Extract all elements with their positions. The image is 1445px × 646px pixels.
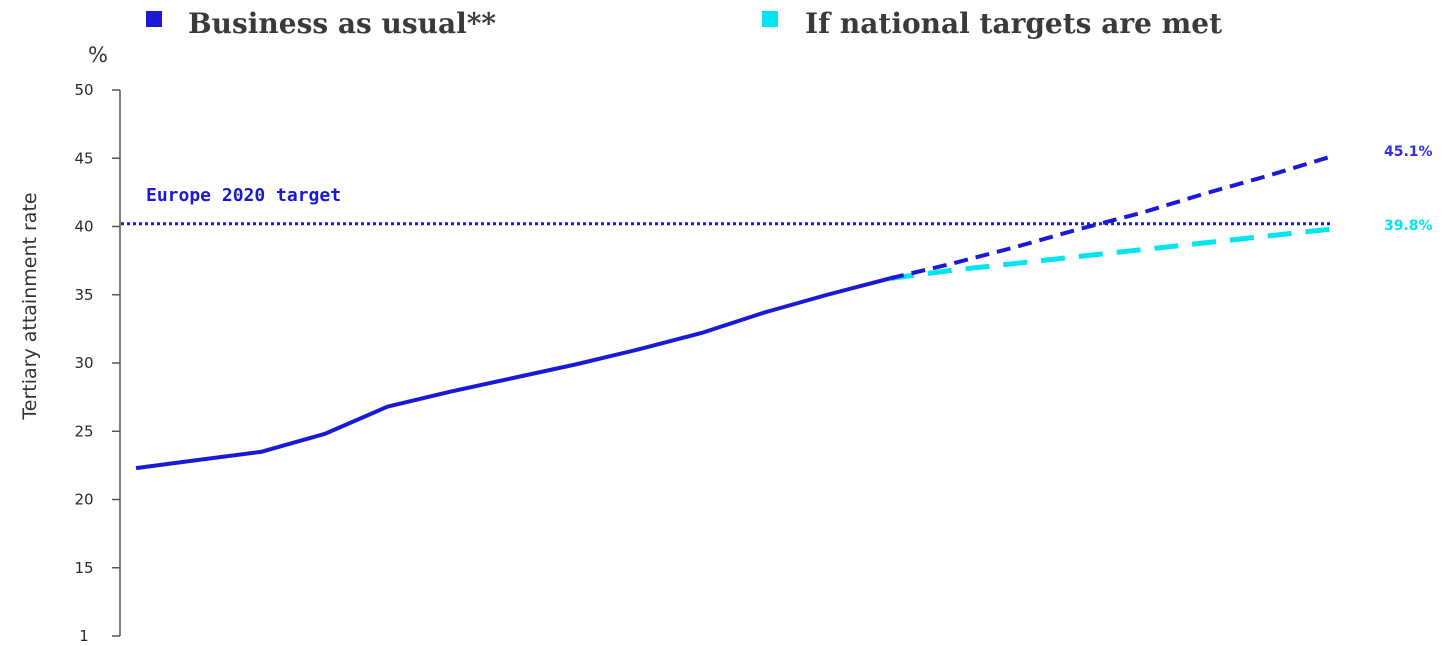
reference-line-group: Europe 2020 target	[121, 185, 1330, 226]
y-tick-label: 30	[74, 354, 93, 372]
y-axis-title: Tertiary attainment rate	[19, 192, 41, 420]
y-tick-label: 20	[74, 491, 93, 509]
y-tick-label: 1	[79, 627, 89, 645]
series-layer	[135, 154, 1331, 471]
legend-swatch-national-targets	[762, 11, 778, 27]
y-ticks: 1 15 20 25 30 35 40 45 50	[74, 81, 120, 645]
end-label-business-as-usual: 45.1%	[1384, 144, 1433, 160]
legend-label-national-targets: If national targets are met	[805, 7, 1222, 40]
y-tick-label: 15	[74, 559, 93, 577]
legend: Business as usual** If national targets …	[146, 7, 1222, 40]
series-line-national-targets	[889, 226, 1331, 281]
y-tick-label: 25	[74, 422, 93, 440]
series-line-business-as-usual	[889, 154, 1331, 281]
series-line-historical	[135, 276, 891, 471]
legend-item-business-as-usual: Business as usual**	[146, 7, 496, 40]
legend-label-business-as-usual: Business as usual**	[188, 7, 496, 40]
y-axis: 1 15 20 25 30 35 40 45 50	[74, 81, 121, 645]
legend-item-national-targets: If national targets are met	[762, 7, 1222, 40]
y-unit-label: %	[88, 43, 108, 67]
y-tick-label: 35	[74, 286, 93, 304]
europe-2020-target-label: Europe 2020 target	[146, 185, 341, 206]
end-label-national-targets: 39.8%	[1384, 218, 1433, 234]
y-tick-label: 50	[74, 81, 93, 99]
y-tick-label: 45	[74, 149, 93, 167]
legend-swatch-business-as-usual	[146, 11, 162, 27]
y-tick-label: 40	[74, 218, 93, 236]
